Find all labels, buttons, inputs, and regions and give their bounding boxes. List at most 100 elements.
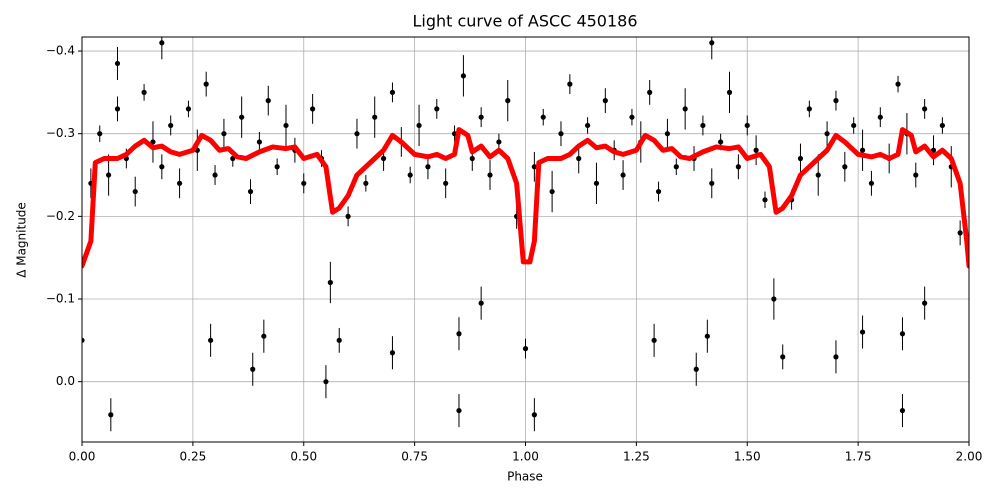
data-point (185, 106, 192, 112)
data-point (899, 407, 906, 414)
data-point (806, 106, 812, 112)
x-tick-label: 1.00 (512, 450, 539, 464)
data-point (815, 172, 821, 178)
data-point (176, 180, 183, 186)
data-point (842, 164, 848, 170)
data-point (651, 337, 657, 343)
data-point (389, 89, 396, 95)
data-point (922, 300, 928, 306)
data-point (323, 379, 329, 385)
x-axis-label: Phase (507, 470, 543, 484)
data-point (487, 172, 493, 178)
data-point (913, 172, 919, 178)
data-point (106, 172, 112, 178)
data-point (693, 366, 699, 372)
data-point (265, 98, 271, 104)
data-point (584, 122, 591, 129)
data-point (505, 98, 511, 104)
data-point (522, 346, 529, 352)
data-point (407, 172, 413, 178)
model-line (82, 127, 969, 269)
data-point (261, 333, 267, 339)
data-point (833, 354, 839, 360)
data-point (859, 147, 866, 153)
data-point (425, 164, 431, 170)
data-point (460, 73, 467, 79)
data-point (380, 155, 387, 162)
x-tick-label: 1.50 (734, 450, 761, 464)
data-point (868, 180, 875, 186)
y-tick-label: −0.1 (46, 292, 75, 306)
data-point (456, 331, 462, 337)
data-point (239, 114, 245, 120)
data-point (97, 131, 103, 137)
data-point (753, 147, 759, 153)
data-point (82, 337, 85, 343)
data-point (549, 188, 555, 195)
data-point (629, 114, 635, 120)
data-point (709, 40, 715, 46)
data-point (762, 197, 768, 203)
data-point (310, 106, 316, 112)
data-point (496, 139, 502, 145)
data-point (150, 139, 156, 145)
axes: 0.00 0.25 0.50 0.75 1.00 1.25 1.50 1.75 2.00 −0.4… (46, 44, 983, 464)
data-point (655, 188, 662, 195)
data-point (593, 180, 600, 186)
x-tick-label: 0.25 (180, 450, 207, 464)
data-point (283, 122, 289, 129)
data-point (957, 230, 963, 236)
grid (81, 37, 970, 442)
data-point (899, 331, 906, 337)
data-point (558, 131, 564, 137)
data-point (416, 122, 422, 129)
data-point (141, 89, 147, 95)
data-point (221, 131, 227, 137)
data-point (647, 89, 653, 95)
chart-title: Light curve of ASCC 450186 (412, 12, 637, 31)
data-point (744, 122, 750, 129)
data-point (682, 106, 688, 112)
data-point (456, 407, 462, 414)
data-point (859, 329, 866, 335)
x-tick-label: 0.00 (69, 450, 96, 464)
data-point (797, 155, 804, 162)
data-point (250, 366, 256, 372)
data-point (327, 279, 333, 286)
data-point (664, 131, 671, 137)
data-point (704, 333, 710, 339)
y-axis-label: Δ Magnitude (15, 202, 29, 278)
data-point (540, 114, 546, 120)
data-point (824, 131, 830, 137)
data-point (389, 350, 396, 356)
data-point (726, 89, 733, 95)
y-tick-label: −0.3 (46, 126, 75, 140)
data-point (567, 81, 573, 87)
data-point (108, 412, 114, 418)
data-point (735, 164, 741, 170)
data-point (780, 354, 786, 360)
data-point (478, 114, 484, 120)
data-point (114, 106, 121, 112)
data-point (159, 164, 165, 170)
data-point (159, 40, 165, 46)
data-point (700, 122, 706, 129)
data-point (132, 188, 138, 195)
y-tick-label: −0.2 (46, 209, 75, 223)
y-tick-label: −0.4 (46, 44, 75, 58)
data-point (336, 337, 342, 343)
data-point (345, 213, 351, 219)
data-point (895, 81, 901, 87)
x-tick-label: 2.00 (956, 450, 983, 464)
data-point (203, 81, 209, 87)
x-tick-label: 1.75 (845, 450, 872, 464)
data-point (531, 164, 537, 170)
data-point (478, 300, 484, 306)
data-point (718, 139, 724, 145)
x-tick-label: 0.50 (290, 450, 317, 464)
data-point (212, 172, 218, 178)
data-point (301, 180, 307, 186)
